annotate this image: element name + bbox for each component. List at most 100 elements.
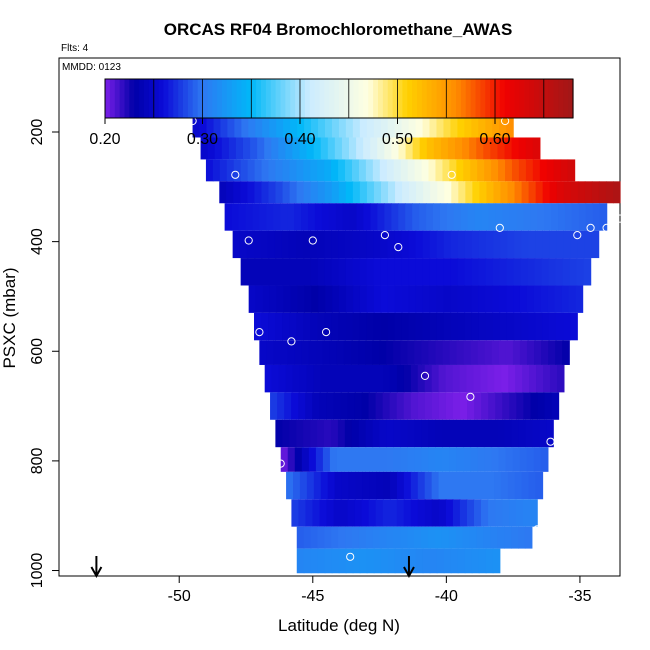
heat-cell bbox=[507, 230, 515, 259]
heat-cell bbox=[505, 159, 513, 182]
colorbar-cell bbox=[314, 79, 321, 118]
heat-cell bbox=[382, 499, 391, 527]
heat-cell bbox=[324, 230, 332, 259]
heat-cell bbox=[542, 230, 550, 259]
colorbar-cell bbox=[538, 79, 545, 118]
heat-cell bbox=[497, 526, 505, 549]
heat-cell bbox=[417, 471, 426, 500]
heat-cell bbox=[470, 159, 478, 182]
heat-cell bbox=[320, 471, 329, 500]
heat-cell bbox=[365, 340, 373, 365]
heat-cell bbox=[354, 392, 363, 420]
heat-cell bbox=[311, 285, 319, 313]
heat-cell bbox=[348, 364, 356, 393]
heat-cell bbox=[487, 471, 495, 500]
heat-cell bbox=[495, 203, 504, 231]
colorbar-cell bbox=[114, 79, 121, 118]
heat-cell bbox=[380, 230, 389, 259]
heat-cell bbox=[352, 258, 361, 286]
heat-cell bbox=[455, 137, 463, 160]
heat-cell bbox=[471, 548, 480, 574]
heat-cell bbox=[282, 181, 291, 204]
heat-cell bbox=[491, 340, 500, 365]
heat-cell bbox=[414, 526, 422, 549]
colorbar-cell bbox=[407, 79, 413, 118]
heat-cell bbox=[296, 258, 305, 286]
heat-cell bbox=[310, 312, 318, 341]
heat-cell bbox=[577, 181, 586, 204]
heat-cell bbox=[485, 258, 494, 286]
heat-cell bbox=[477, 340, 486, 365]
heat-cell bbox=[576, 258, 585, 286]
heat-cell bbox=[436, 115, 445, 138]
heat-cell bbox=[386, 526, 395, 549]
heat-cell bbox=[288, 230, 297, 259]
sample-point bbox=[495, 223, 504, 232]
heat-cell bbox=[394, 548, 403, 574]
colorbar-cell bbox=[319, 79, 325, 118]
heat-cell bbox=[453, 392, 461, 420]
heat-cell bbox=[401, 230, 410, 259]
heat-cell bbox=[502, 203, 511, 231]
heat-cell bbox=[345, 312, 353, 341]
heat-cell bbox=[450, 115, 458, 138]
heat-cell bbox=[352, 181, 361, 204]
heat-band bbox=[270, 392, 560, 420]
heat-cell bbox=[480, 471, 488, 500]
heat-cell bbox=[435, 159, 444, 182]
heat-cell bbox=[359, 548, 368, 574]
colorbar-cell bbox=[324, 79, 330, 118]
heat-cell bbox=[506, 285, 514, 313]
heat-cell bbox=[206, 115, 215, 138]
heat-cell bbox=[522, 364, 530, 393]
colorbar-tick-label: 0.20 bbox=[89, 131, 120, 148]
heat-cell bbox=[494, 364, 502, 393]
heat-cell bbox=[322, 447, 331, 472]
sample-point bbox=[394, 243, 403, 252]
heat-cell bbox=[283, 115, 291, 138]
heat-cell bbox=[499, 115, 507, 138]
heat-cell bbox=[438, 499, 447, 527]
heat-cell bbox=[421, 340, 429, 365]
heat-cell bbox=[353, 285, 361, 313]
heat-cell bbox=[238, 203, 247, 231]
sample-point bbox=[239, 445, 248, 454]
arrows bbox=[90, 556, 415, 579]
heat-cell bbox=[578, 203, 587, 231]
heat-cell bbox=[338, 548, 347, 574]
heat-cell bbox=[473, 364, 481, 393]
heat-cell bbox=[431, 364, 440, 393]
heat-cell bbox=[547, 285, 556, 313]
chart-title: ORCAS RF04 Bromochloromethane_AWAS bbox=[164, 20, 513, 39]
heat-cell bbox=[521, 312, 529, 341]
heat-cell bbox=[394, 285, 403, 313]
heat-cell bbox=[449, 447, 458, 472]
heat-cell bbox=[338, 526, 346, 549]
colorbar-tick-label: 0.50 bbox=[382, 131, 413, 148]
colorbar: 0.20 0.30 0.40 0.50 0.60 bbox=[89, 78, 574, 148]
heat-cell bbox=[474, 203, 483, 231]
heat-cell bbox=[535, 471, 544, 500]
heat-cell bbox=[358, 447, 366, 472]
heat-cell bbox=[457, 258, 466, 286]
sample-point bbox=[533, 525, 542, 534]
heat-cell bbox=[338, 312, 346, 341]
heat-cell bbox=[570, 312, 578, 341]
heat-cell bbox=[348, 471, 356, 500]
heat-cell bbox=[564, 203, 573, 231]
heat-cell bbox=[466, 471, 474, 500]
heat-cell bbox=[459, 364, 468, 393]
heat-cell bbox=[445, 471, 454, 500]
heat-cell bbox=[505, 340, 514, 365]
heat-cell bbox=[500, 230, 508, 259]
heat-cell bbox=[362, 471, 370, 500]
heat-cell bbox=[373, 115, 382, 138]
heat-cell bbox=[443, 285, 452, 313]
heat-cell bbox=[443, 548, 452, 574]
heat-cell bbox=[324, 181, 333, 204]
heat-cell bbox=[296, 548, 305, 574]
heat-cell bbox=[408, 230, 417, 259]
heat-cell bbox=[472, 181, 480, 204]
heat-cell bbox=[386, 159, 395, 182]
colorbar-cell bbox=[329, 79, 335, 118]
